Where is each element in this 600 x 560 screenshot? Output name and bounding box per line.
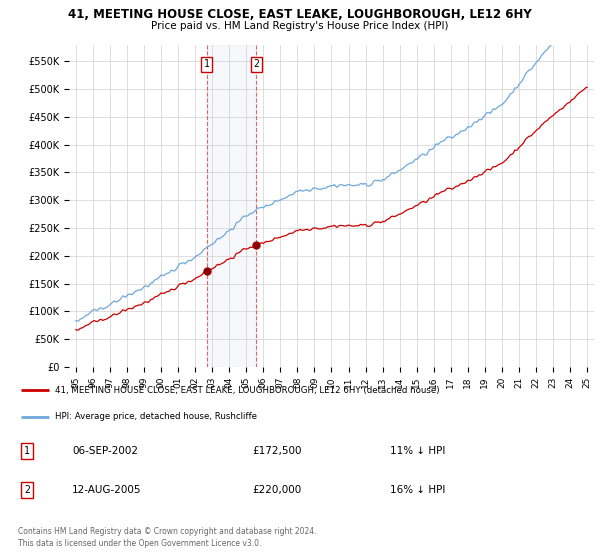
- Text: £172,500: £172,500: [252, 446, 302, 456]
- Text: 41, MEETING HOUSE CLOSE, EAST LEAKE, LOUGHBOROUGH, LE12 6HY: 41, MEETING HOUSE CLOSE, EAST LEAKE, LOU…: [68, 8, 532, 21]
- Text: 11% ↓ HPI: 11% ↓ HPI: [390, 446, 445, 456]
- Text: £220,000: £220,000: [252, 485, 301, 495]
- Text: 16% ↓ HPI: 16% ↓ HPI: [390, 485, 445, 495]
- Text: This data is licensed under the Open Government Licence v3.0.: This data is licensed under the Open Gov…: [18, 539, 262, 548]
- Text: 41, MEETING HOUSE CLOSE, EAST LEAKE, LOUGHBOROUGH, LE12 6HY (detached house): 41, MEETING HOUSE CLOSE, EAST LEAKE, LOU…: [55, 386, 440, 395]
- Text: 2: 2: [254, 59, 259, 69]
- Text: 1: 1: [204, 59, 209, 69]
- Bar: [207, 45, 256, 367]
- Text: Contains HM Land Registry data © Crown copyright and database right 2024.: Contains HM Land Registry data © Crown c…: [18, 528, 317, 536]
- Text: 06-SEP-2002: 06-SEP-2002: [72, 446, 138, 456]
- Text: HPI: Average price, detached house, Rushcliffe: HPI: Average price, detached house, Rush…: [55, 412, 257, 421]
- Text: 1: 1: [24, 446, 30, 456]
- Text: 12-AUG-2005: 12-AUG-2005: [72, 485, 142, 495]
- Text: 2: 2: [24, 485, 30, 495]
- Text: Price paid vs. HM Land Registry's House Price Index (HPI): Price paid vs. HM Land Registry's House …: [151, 21, 449, 31]
